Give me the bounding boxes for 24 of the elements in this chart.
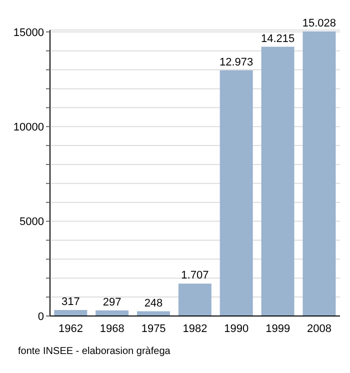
x-tick-label: 1962 [58,322,83,335]
data-label: 248 [144,297,163,310]
data-label: 14.215 [260,32,295,45]
y-tick-label: 10000 [13,122,44,134]
data-label: 12.973 [220,56,254,68]
bar [54,310,88,316]
data-label: 317 [61,296,80,308]
source-note: fonte INSEE - elaborasion gràfega [18,346,172,357]
bar [302,31,336,316]
x-tick-label: 1975 [141,322,166,335]
x-tick-label: 2008 [307,322,332,335]
bar [220,70,253,316]
bar [261,46,294,316]
x-tick-label: 1990 [224,322,249,335]
x-tick-label: 1968 [100,322,124,335]
data-label: 15.028 [302,17,336,30]
x-tick-label: 1999 [266,322,290,335]
y-tick-label: 5000 [20,216,44,228]
x-tick-label: 1982 [182,322,208,335]
data-label: 297 [102,296,122,308]
data-label: 1.707 [181,270,209,282]
bar [178,284,212,316]
y-tick-label: 15000 [13,26,44,39]
y-tick-label: 0 [38,310,44,323]
